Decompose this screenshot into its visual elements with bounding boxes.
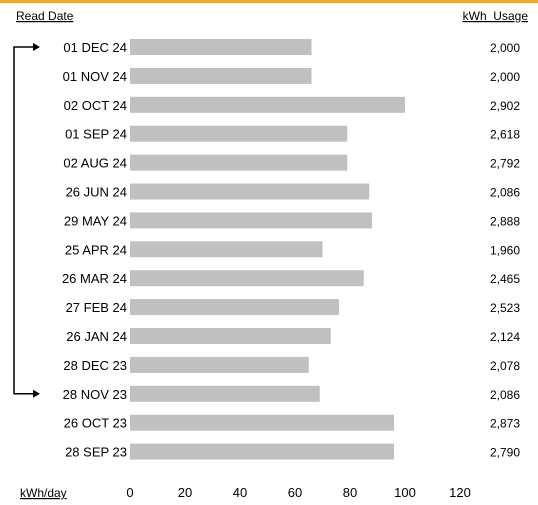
usage-bar <box>130 212 372 229</box>
usage-bar <box>130 443 394 460</box>
arrow-head-top <box>33 43 40 51</box>
date-label: 26 MAR 24 <box>62 271 127 286</box>
date-label: 28 NOV 23 <box>63 387 127 402</box>
usage-value: 2,888 <box>490 214 520 228</box>
date-label: 02 OCT 24 <box>64 98 127 113</box>
x-tick-label: 20 <box>178 485 192 500</box>
usage-value: 2,465 <box>490 272 520 286</box>
date-label: 01 SEP 24 <box>65 127 127 142</box>
x-axis-label: kWh/day <box>20 486 67 500</box>
date-label: 27 FEB 24 <box>66 300 127 315</box>
x-tick-label: 120 <box>449 485 471 500</box>
usage-bar <box>130 96 405 113</box>
usage-value: 2,000 <box>490 70 520 84</box>
usage-value: 2,618 <box>490 128 520 142</box>
usage-value: 2,000 <box>490 41 520 55</box>
comparison-bracket <box>13 46 38 395</box>
date-label: 25 APR 24 <box>65 242 127 257</box>
arrow-head-bottom <box>33 389 40 398</box>
usage-bar <box>130 154 348 171</box>
date-label: 26 OCT 23 <box>64 416 127 431</box>
usage-bar <box>130 328 331 344</box>
usage-value: 2,792 <box>490 157 520 171</box>
date-label: 28 SEP 23 <box>65 445 127 460</box>
usage-value: 2,790 <box>490 446 520 460</box>
usage-value: 2,078 <box>490 359 520 373</box>
usage-value: 2,523 <box>490 301 520 315</box>
usage-bar <box>130 356 309 373</box>
date-label: 02 AUG 24 <box>63 156 127 171</box>
usage-bar <box>130 385 320 402</box>
usage-value: 2,086 <box>490 388 520 402</box>
x-tick-label: 40 <box>233 485 247 500</box>
date-label: 29 MAY 24 <box>64 213 127 228</box>
usage-bar <box>130 125 348 142</box>
header-kwh-usage: kWh Usage <box>463 9 529 23</box>
x-tick-label: 80 <box>343 485 357 500</box>
usage-value: 2,873 <box>490 417 520 431</box>
header-read-date: Read Date <box>16 9 74 23</box>
usage-bar <box>130 39 312 55</box>
usage-value: 2,086 <box>490 186 520 200</box>
date-label: 01 DEC 24 <box>63 40 127 55</box>
date-label: 28 DEC 23 <box>63 358 127 373</box>
usage-bar <box>130 67 312 84</box>
usage-bar <box>130 299 339 316</box>
date-label: 26 JUN 24 <box>66 185 127 200</box>
usage-bar <box>130 241 323 258</box>
date-label: 01 NOV 24 <box>63 69 127 84</box>
x-tick-label: 60 <box>288 485 302 500</box>
x-tick-label: 0 <box>126 485 133 500</box>
usage-value: 2,902 <box>490 99 520 113</box>
usage-value: 2,124 <box>490 330 520 344</box>
x-tick-label: 100 <box>394 485 416 500</box>
usage-value: 1,960 <box>490 243 520 257</box>
usage-bar <box>130 270 364 287</box>
date-label: 26 JAN 24 <box>66 329 127 344</box>
usage-bar <box>130 414 394 431</box>
usage-bar <box>130 183 370 200</box>
